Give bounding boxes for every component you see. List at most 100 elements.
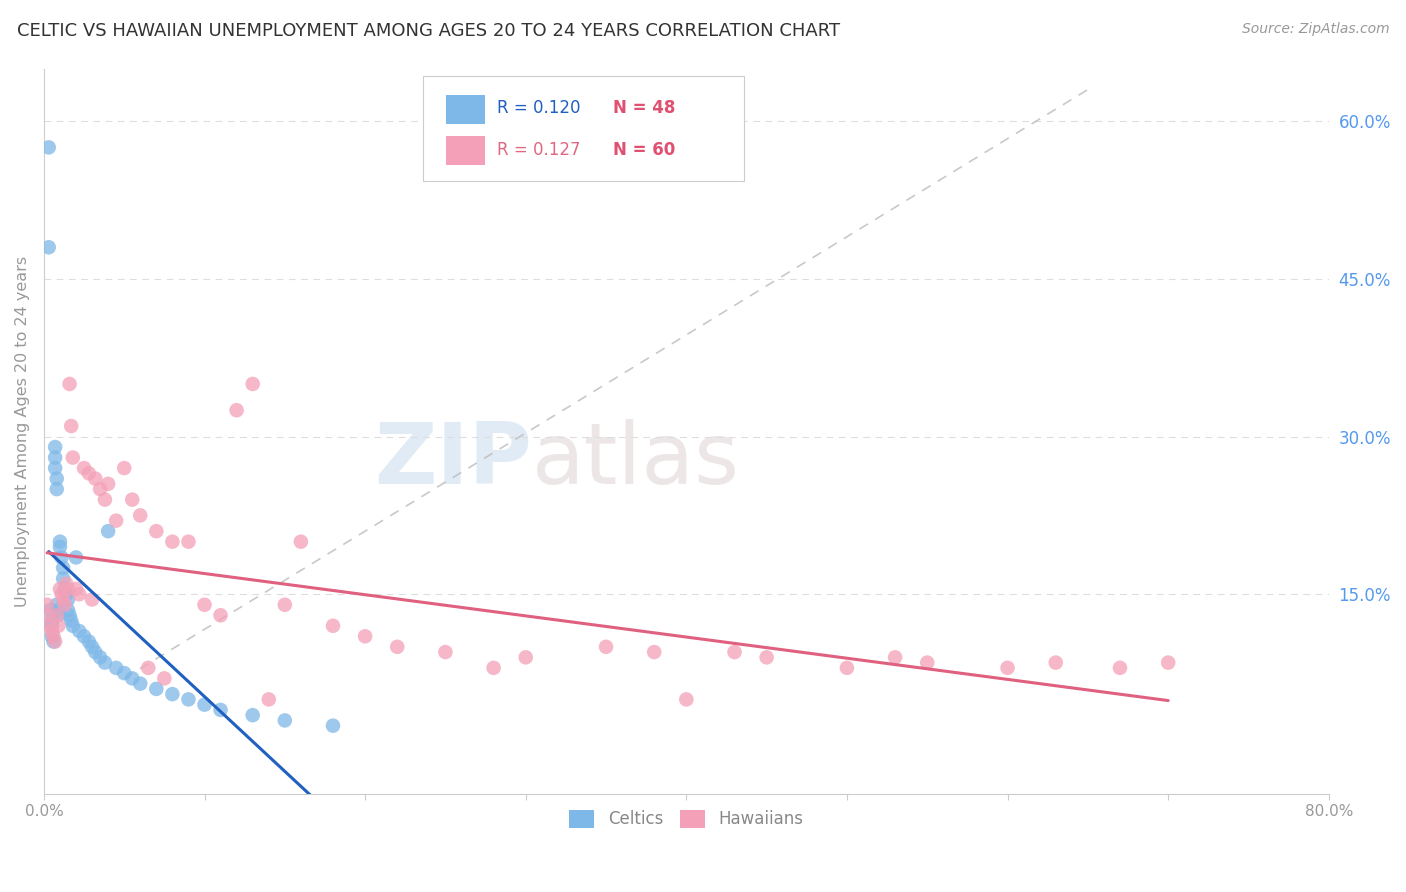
Point	[723, 645, 745, 659]
Point	[39, 619, 62, 633]
Point	[1109, 661, 1132, 675]
Point	[105, 514, 128, 528]
Point	[41, 614, 63, 628]
Point	[45, 482, 67, 496]
Point	[46, 608, 69, 623]
Text: Source: ZipAtlas.com: Source: ZipAtlas.com	[1241, 22, 1389, 37]
Text: N = 60: N = 60	[613, 141, 675, 159]
Point	[112, 461, 135, 475]
Point	[42, 634, 65, 648]
Point	[38, 140, 60, 154]
Text: N = 48: N = 48	[613, 99, 675, 118]
FancyBboxPatch shape	[423, 76, 744, 181]
Point	[322, 719, 344, 733]
Text: CELTIC VS HAWAIIAN UNEMPLOYMENT AMONG AGES 20 TO 24 YEARS CORRELATION CHART: CELTIC VS HAWAIIAN UNEMPLOYMENT AMONG AG…	[17, 22, 839, 40]
Point	[274, 598, 297, 612]
Point	[49, 582, 72, 596]
Point	[53, 582, 76, 596]
Legend: Celtics, Hawaiians: Celtics, Hawaiians	[562, 803, 810, 835]
Point	[67, 624, 90, 638]
Point	[997, 661, 1019, 675]
Point	[242, 708, 264, 723]
Point	[89, 650, 111, 665]
Point	[77, 467, 100, 481]
Point	[49, 534, 72, 549]
Point	[60, 614, 83, 628]
Point	[44, 440, 66, 454]
Point	[46, 603, 69, 617]
Point	[290, 534, 312, 549]
Point	[209, 608, 232, 623]
Point	[80, 640, 103, 654]
Point	[153, 672, 176, 686]
Point	[65, 582, 87, 596]
Bar	[446, 95, 485, 124]
Point	[49, 540, 72, 554]
Point	[56, 603, 79, 617]
Point	[482, 661, 505, 675]
Text: R = 0.127: R = 0.127	[498, 141, 581, 159]
Point	[52, 592, 75, 607]
Point	[94, 656, 117, 670]
Point	[51, 587, 73, 601]
Point	[38, 608, 60, 623]
Point	[162, 687, 184, 701]
Point	[41, 629, 63, 643]
Point	[354, 629, 377, 643]
Point	[177, 692, 200, 706]
Point	[58, 608, 80, 623]
Point	[52, 572, 75, 586]
Point	[915, 656, 938, 670]
Y-axis label: Unemployment Among Ages 20 to 24 years: Unemployment Among Ages 20 to 24 years	[15, 256, 30, 607]
Point	[177, 534, 200, 549]
Point	[44, 450, 66, 465]
Point	[42, 629, 65, 643]
Point	[129, 508, 152, 523]
Point	[73, 461, 96, 475]
Point	[44, 461, 66, 475]
Point	[45, 472, 67, 486]
Point	[55, 576, 77, 591]
Point	[257, 692, 280, 706]
Point	[94, 492, 117, 507]
Point	[89, 482, 111, 496]
Point	[434, 645, 457, 659]
Point	[53, 598, 76, 612]
Point	[45, 598, 67, 612]
Point	[84, 645, 107, 659]
Point	[80, 592, 103, 607]
Point	[274, 714, 297, 728]
Point	[46, 619, 69, 633]
Text: ZIP: ZIP	[374, 419, 531, 502]
Point	[145, 524, 167, 538]
Point	[58, 376, 80, 391]
Point	[322, 619, 344, 633]
Point	[67, 587, 90, 601]
Point	[73, 629, 96, 643]
Point	[675, 692, 697, 706]
Point	[193, 598, 215, 612]
Bar	[446, 136, 485, 165]
Point	[62, 619, 84, 633]
Point	[643, 645, 665, 659]
Point	[60, 419, 83, 434]
Point	[162, 534, 184, 549]
Point	[45, 608, 67, 623]
Point	[209, 703, 232, 717]
Point	[515, 650, 537, 665]
Point	[121, 672, 143, 686]
Point	[39, 603, 62, 617]
Point	[755, 650, 778, 665]
Point	[105, 661, 128, 675]
Point	[65, 550, 87, 565]
Point	[56, 592, 79, 607]
Point	[84, 472, 107, 486]
Point	[121, 492, 143, 507]
Point	[1045, 656, 1067, 670]
Point	[225, 403, 247, 417]
Point	[595, 640, 617, 654]
Point	[41, 624, 63, 638]
Point	[112, 666, 135, 681]
Point	[97, 524, 120, 538]
Point	[52, 561, 75, 575]
